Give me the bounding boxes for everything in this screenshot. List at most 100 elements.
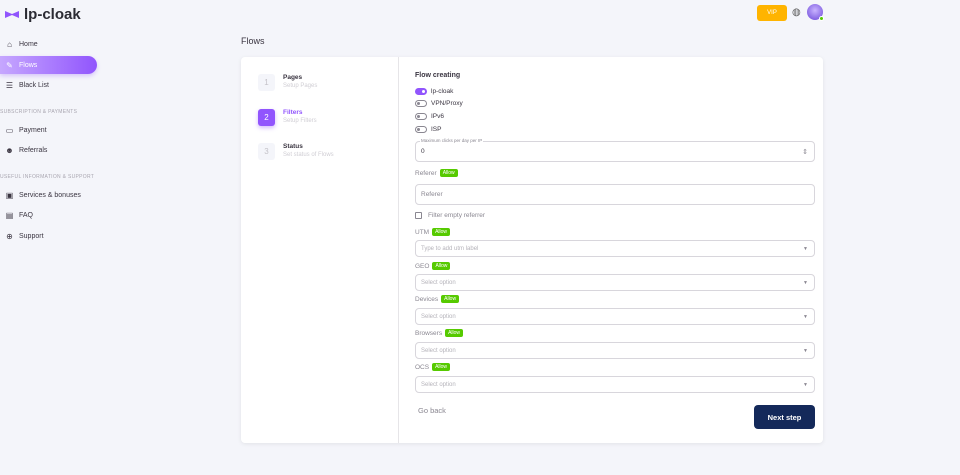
toggle-label: ISP bbox=[431, 126, 442, 133]
sidebar-item-label: Black List bbox=[19, 81, 49, 89]
allow-badge[interactable]: Allow bbox=[432, 228, 451, 236]
next-step-button[interactable]: Next step bbox=[754, 405, 815, 429]
toggle-switch[interactable] bbox=[415, 100, 427, 107]
step-number: 2 bbox=[258, 109, 275, 126]
sidebar-item-label: Referrals bbox=[19, 146, 48, 154]
stepper-icon[interactable]: ⇕ bbox=[802, 148, 808, 156]
sidebar-item-payment[interactable]: ▭ Payment bbox=[0, 121, 97, 139]
step-subtitle: Setup Pages bbox=[283, 83, 318, 89]
faq-icon: ▤ bbox=[5, 210, 14, 220]
page-title: Flows bbox=[241, 36, 265, 46]
devices-select[interactable]: Select option ▼ bbox=[415, 308, 815, 325]
sidebar-item-label: Support bbox=[19, 232, 44, 240]
geo-placeholder: Select option bbox=[421, 279, 456, 286]
sidebar-item-services[interactable]: ▣ Services & bonuses bbox=[0, 186, 97, 204]
toggle-ipv6[interactable]: IPv6 bbox=[415, 113, 444, 120]
sidebar-item-support[interactable]: ⊕ Support bbox=[0, 227, 97, 245]
caret-down-icon: ▼ bbox=[803, 279, 808, 286]
allow-badge[interactable]: Allow bbox=[432, 262, 451, 270]
ocs-label-row: OCS Allow bbox=[415, 363, 451, 371]
mask-icon bbox=[5, 11, 19, 18]
utm-label: UTM bbox=[415, 228, 430, 236]
step-number: 1 bbox=[258, 74, 275, 91]
checkbox-label: Filter empty referrer bbox=[428, 212, 486, 219]
devices-placeholder: Select option bbox=[421, 313, 456, 320]
toggle-label: VPN/Proxy bbox=[431, 100, 463, 107]
toggle-label: IPv6 bbox=[431, 113, 445, 120]
step-subtitle: Set status of Flows bbox=[283, 152, 334, 158]
globe-icon[interactable]: ◍ bbox=[792, 7, 801, 18]
utm-placeholder: Type to add utm label bbox=[421, 245, 479, 252]
utm-label-row: UTM Allow bbox=[415, 228, 451, 236]
sidebar-item-home[interactable]: ⌂ Home bbox=[0, 35, 97, 53]
step-number: 3 bbox=[258, 143, 275, 160]
toggle-label: lp-cloak bbox=[431, 88, 454, 95]
caret-down-icon: ▼ bbox=[803, 245, 808, 252]
browsers-placeholder: Select option bbox=[421, 347, 456, 354]
list-icon: ☰ bbox=[5, 80, 14, 90]
sidebar-item-faq[interactable]: ▤ FAQ bbox=[0, 206, 97, 224]
home-icon: ⌂ bbox=[7, 39, 12, 49]
referer-label-row: Referer Allow bbox=[415, 169, 458, 177]
referrals-icon: ☻ bbox=[5, 145, 14, 155]
browsers-select[interactable]: Select option ▼ bbox=[415, 342, 815, 359]
max-clicks-input[interactable]: 0 ⇕ bbox=[415, 141, 815, 162]
caret-down-icon: ▼ bbox=[803, 313, 808, 320]
toggle-switch[interactable] bbox=[415, 126, 427, 133]
allow-badge[interactable]: Allow bbox=[445, 329, 464, 337]
app-name: lp-cloak bbox=[24, 6, 81, 23]
online-status-dot bbox=[819, 16, 824, 21]
ocs-select[interactable]: Select option ▼ bbox=[415, 376, 815, 393]
form-heading: Flow creating bbox=[415, 72, 461, 79]
caret-down-icon: ▼ bbox=[803, 347, 808, 354]
card-divider bbox=[398, 57, 399, 443]
geo-select[interactable]: Select option ▼ bbox=[415, 274, 815, 291]
sidebar-item-referrals[interactable]: ☻ Referrals bbox=[0, 141, 97, 159]
checkbox[interactable] bbox=[415, 212, 422, 219]
geo-label: GEO bbox=[415, 262, 430, 270]
toggle-switch[interactable] bbox=[415, 113, 427, 120]
sidebar-item-label: FAQ bbox=[19, 211, 34, 219]
flow-card bbox=[241, 57, 823, 443]
vip-button[interactable]: VIP bbox=[757, 5, 787, 21]
utm-select[interactable]: Type to add utm label ▼ bbox=[415, 240, 815, 257]
logo[interactable]: lp-cloak bbox=[5, 6, 81, 23]
allow-badge[interactable]: Allow bbox=[441, 295, 460, 303]
allow-badge[interactable]: Allow bbox=[439, 169, 458, 177]
toggle-vpn-proxy[interactable]: VPN/Proxy bbox=[415, 100, 463, 107]
card-icon: ▭ bbox=[5, 125, 14, 135]
sidebar-item-label: Home bbox=[19, 40, 38, 48]
step-title: Filters bbox=[283, 109, 303, 116]
devices-label: Devices bbox=[415, 295, 439, 303]
step-filters[interactable]: 2 Filters Setup Filters bbox=[258, 109, 317, 126]
geo-label-row: GEO Allow bbox=[415, 262, 451, 270]
support-icon: ⊕ bbox=[6, 231, 13, 241]
step-status[interactable]: 3 Status Set status of Flows bbox=[258, 143, 334, 160]
caret-down-icon: ▼ bbox=[803, 381, 808, 388]
browsers-label-row: Browsers Allow bbox=[415, 329, 464, 337]
browsers-label: Browsers bbox=[415, 329, 443, 337]
toggle-lp-cloak[interactable]: lp-cloak bbox=[415, 88, 453, 95]
referer-label: Referer bbox=[415, 169, 437, 177]
sidebar-item-black-list[interactable]: ☰ Black List bbox=[0, 76, 97, 94]
filter-empty-referrer[interactable]: Filter empty referrer bbox=[415, 212, 485, 219]
referer-input[interactable]: Referer bbox=[415, 184, 815, 205]
flows-icon: ✎ bbox=[6, 60, 13, 70]
gift-icon: ▣ bbox=[5, 190, 14, 200]
toggle-isp[interactable]: ISP bbox=[415, 126, 441, 133]
referer-placeholder: Referer bbox=[421, 191, 443, 198]
step-title: Pages bbox=[283, 74, 303, 81]
sidebar-item-label: Services & bonuses bbox=[19, 191, 81, 199]
toggle-switch[interactable] bbox=[415, 88, 427, 95]
step-subtitle: Setup Filters bbox=[283, 118, 317, 124]
section-useful: USEFUL INFORMATION & SUPPORT bbox=[0, 174, 95, 180]
ocs-label: OCS bbox=[415, 363, 430, 371]
go-back-button[interactable]: Go back bbox=[418, 406, 446, 415]
max-clicks-legend: Maximum clicks per day per IP bbox=[420, 138, 484, 143]
sidebar-item-label: Payment bbox=[19, 126, 47, 134]
max-clicks-value: 0 bbox=[421, 148, 425, 155]
step-pages[interactable]: 1 Pages Setup Pages bbox=[258, 74, 317, 91]
allow-badge[interactable]: Allow bbox=[432, 363, 451, 371]
sidebar-item-label: Flows bbox=[19, 61, 38, 69]
sidebar-item-flows[interactable]: ✎ Flows bbox=[0, 56, 97, 74]
